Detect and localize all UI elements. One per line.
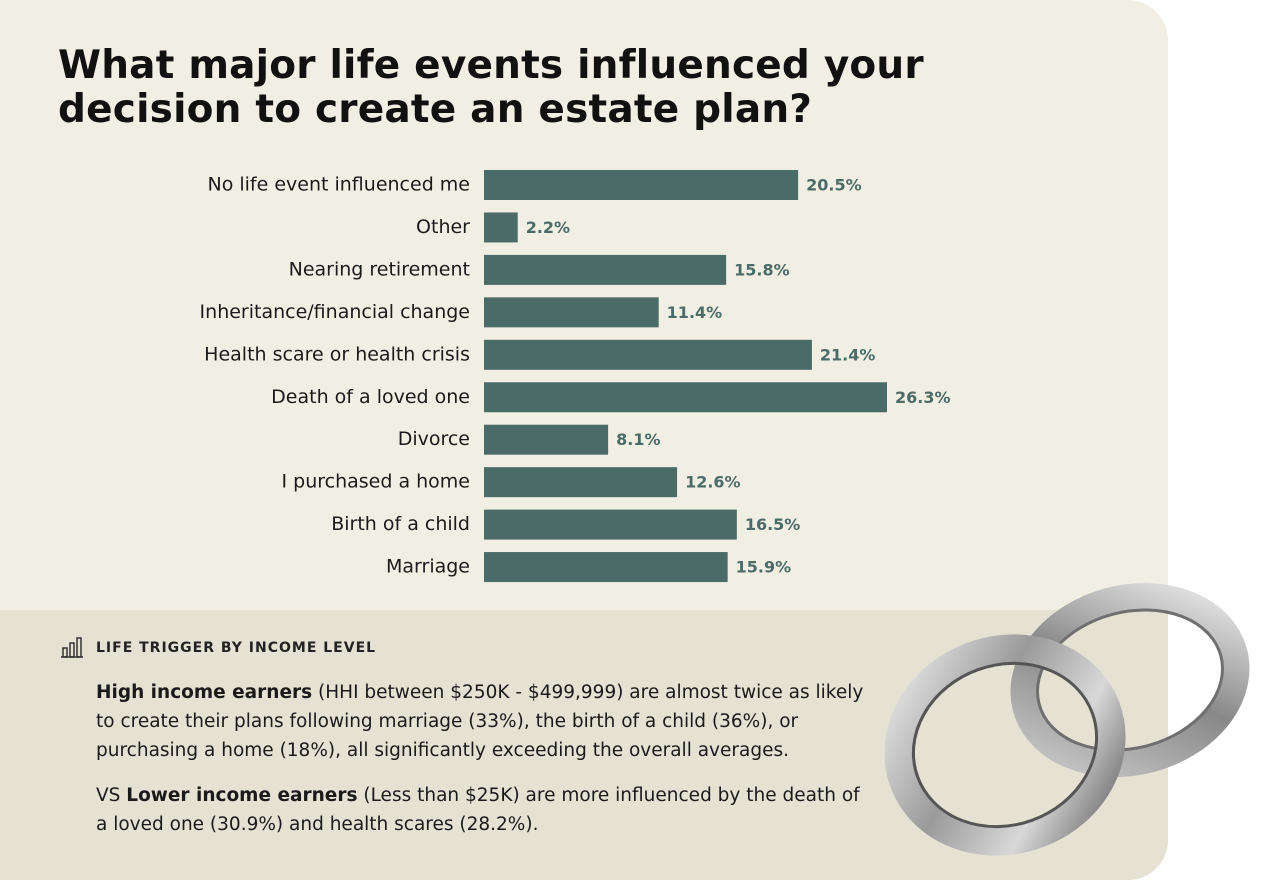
value-label: 26.3% xyxy=(895,388,951,407)
bar xyxy=(484,254,727,285)
bar xyxy=(484,170,799,200)
category-label: Divorce xyxy=(398,428,470,450)
value-label: 15.8% xyxy=(734,260,790,279)
rings-illustration xyxy=(885,583,1250,856)
prefix: VS xyxy=(96,785,121,806)
bar xyxy=(484,382,887,413)
category-label: Other xyxy=(416,216,470,238)
category-label: Inheritance/financial change xyxy=(200,301,470,323)
bar xyxy=(484,424,609,455)
bar xyxy=(484,212,518,243)
bar xyxy=(484,552,728,583)
bar xyxy=(484,339,812,370)
lead: High income earners xyxy=(96,682,313,703)
category-label: Nearing retirement xyxy=(289,258,470,280)
category-label: Health scare or health crisis xyxy=(204,343,470,365)
value-label: 21.4% xyxy=(820,345,876,364)
category-label: No life event influenced me xyxy=(207,174,470,196)
category-label: Marriage xyxy=(386,556,470,578)
category-label: Birth of a child xyxy=(331,513,470,535)
category-label: Death of a loved one xyxy=(271,386,470,408)
insight-paragraph: High income earners (HHI between $250K -… xyxy=(96,678,866,765)
value-label: 16.5% xyxy=(745,515,801,534)
chart: No life event influenced me 20.5% Other 2.2… xyxy=(200,170,951,583)
value-label: 20.5% xyxy=(806,176,862,195)
value-label: 11.4% xyxy=(667,303,723,322)
chart-title: What major life events influenced your d… xyxy=(58,43,924,132)
text: (Less than $25K) are more influenced by … xyxy=(96,785,860,835)
text: (HHI between $250K - $499,999) are almos… xyxy=(96,682,864,761)
insight-heading: LIFE TRIGGER BY INCOME LEVEL xyxy=(96,640,377,656)
bar xyxy=(484,467,678,498)
lead: Lower income earners xyxy=(126,785,358,806)
bar xyxy=(484,509,737,540)
value-label: 8.1% xyxy=(616,430,660,449)
bar xyxy=(484,297,659,328)
insight-paragraph: VS Lower income earners (Less than $25K)… xyxy=(96,781,866,839)
category-label: I purchased a home xyxy=(281,471,470,493)
value-label: 15.9% xyxy=(736,558,792,577)
value-label: 12.6% xyxy=(685,473,741,492)
chart-icon xyxy=(61,637,83,658)
value-label: 2.2% xyxy=(526,218,570,237)
